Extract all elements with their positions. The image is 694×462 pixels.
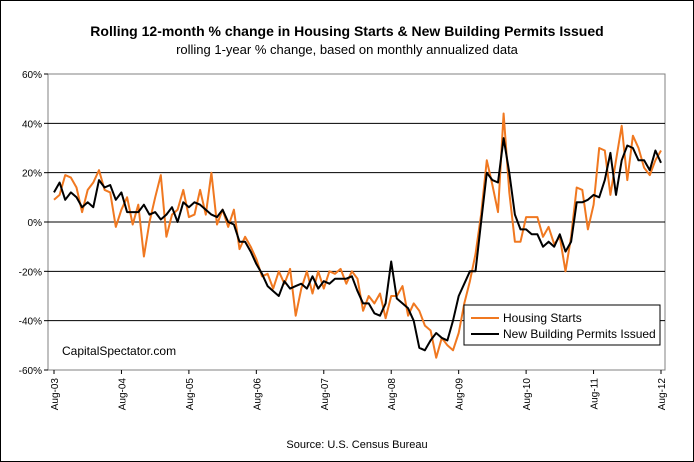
x-tick-label: Aug-12 [657,378,668,411]
source-note: Source: U.S. Census Bureau [286,439,427,451]
x-tick-label: Aug-03 [50,378,61,411]
y-tick-label: -40% [19,317,42,328]
legend-label-building-permits: New Building Permits Issued [503,327,656,341]
x-tick-label: Aug-08 [387,378,398,411]
x-tick-label: Aug-07 [320,378,331,411]
y-tick-label: 20% [22,169,42,180]
watermark-note: CapitalSpectator.com [62,344,176,358]
y-tick-label: -60% [19,366,42,377]
series-line-building-permits [53,137,662,352]
x-tick-label: Aug-11 [590,378,601,410]
y-tick-label: 0% [28,218,43,229]
y-tick-label: 40% [22,119,42,130]
y-tick-label: -20% [19,267,42,278]
x-tick-label: Aug-09 [455,378,466,411]
legend: Housing Starts New Building Permits Issu… [463,304,661,346]
x-tick-label: Aug-06 [252,378,263,411]
x-tick-label: Aug-10 [522,378,533,411]
legend-label-housing-starts: Housing Starts [503,311,582,325]
chart-subtitle: rolling 1-year % change, based on monthl… [176,42,519,57]
x-tick-label: Aug-04 [117,378,128,411]
series-layer [53,112,662,359]
legend-box [463,304,661,346]
x-tick-label: Aug-05 [185,378,196,411]
y-axis: 60% 40% 20% 0% -20% -40% -60% [19,70,48,377]
y-tick-label: 60% [22,70,42,81]
chart-title: Rolling 12-month % change in Housing Sta… [90,23,603,39]
x-axis: Aug-03 Aug-04 Aug-05 Aug-06 Aug-07 Aug-08 Aug-… [50,370,668,410]
